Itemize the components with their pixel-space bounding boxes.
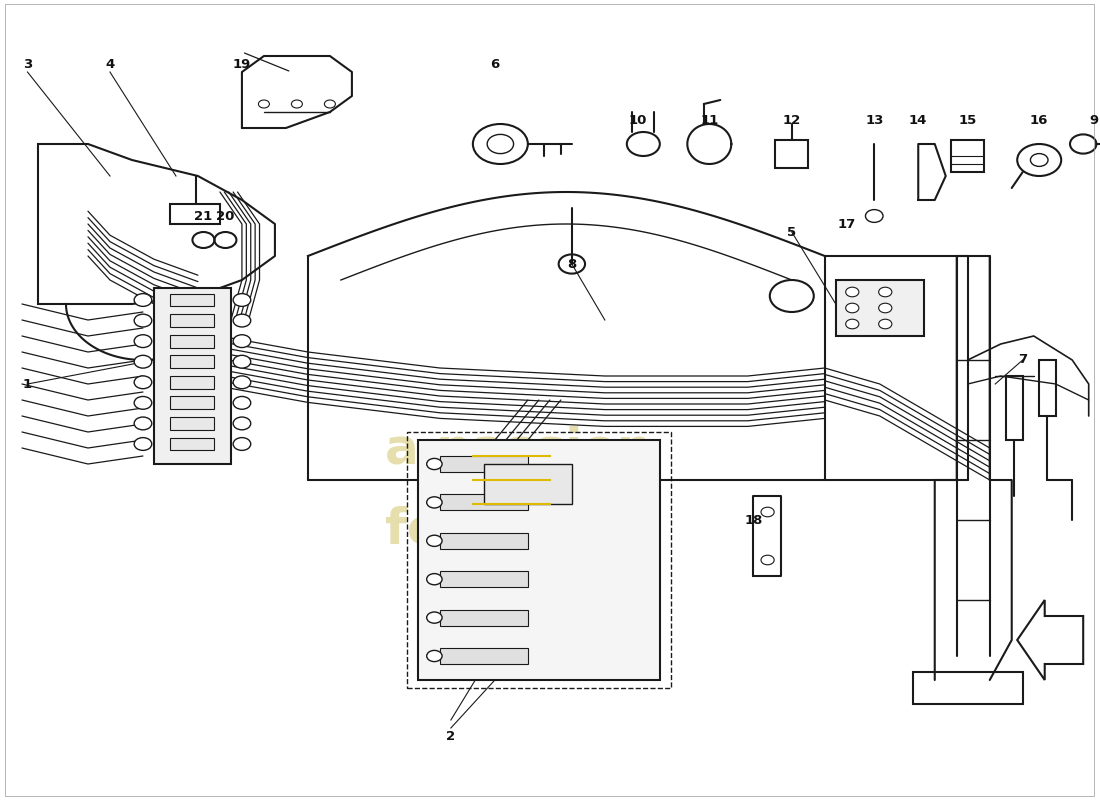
Circle shape: [292, 100, 302, 108]
Circle shape: [134, 397, 152, 410]
Circle shape: [233, 294, 251, 306]
Circle shape: [258, 100, 270, 108]
Text: 18: 18: [744, 514, 762, 526]
Text: 2: 2: [447, 730, 455, 742]
Bar: [836, 280, 924, 336]
Bar: [484, 464, 572, 504]
Circle shape: [134, 355, 152, 368]
Text: 4: 4: [106, 58, 114, 70]
Circle shape: [233, 438, 251, 450]
Text: 12: 12: [783, 114, 801, 126]
Bar: [418, 440, 660, 680]
Circle shape: [846, 303, 859, 313]
Circle shape: [761, 555, 774, 565]
Text: 10: 10: [628, 114, 647, 126]
Bar: [170, 294, 214, 306]
Text: a passion: a passion: [385, 426, 652, 474]
Text: 3: 3: [23, 58, 32, 70]
Circle shape: [879, 303, 892, 313]
Circle shape: [324, 100, 336, 108]
Circle shape: [134, 438, 152, 450]
Text: 7: 7: [1019, 354, 1027, 366]
Text: 8: 8: [568, 258, 576, 270]
Bar: [440, 571, 528, 587]
Circle shape: [233, 355, 251, 368]
Bar: [952, 140, 984, 172]
Text: 20: 20: [217, 210, 234, 222]
Circle shape: [761, 507, 774, 517]
Text: 9: 9: [1090, 114, 1099, 126]
Circle shape: [846, 319, 859, 329]
Bar: [776, 140, 808, 168]
Circle shape: [233, 376, 251, 389]
Circle shape: [879, 319, 892, 329]
Bar: [407, 432, 671, 688]
Text: 1: 1: [23, 378, 32, 390]
Circle shape: [427, 458, 442, 470]
Bar: [170, 334, 214, 347]
Circle shape: [134, 376, 152, 389]
Bar: [170, 397, 214, 410]
Bar: [1006, 376, 1023, 440]
Text: 5: 5: [788, 226, 796, 238]
Circle shape: [233, 334, 251, 347]
Text: 15: 15: [958, 114, 977, 126]
Bar: [170, 355, 214, 368]
Bar: [440, 648, 528, 664]
Text: 19: 19: [233, 58, 251, 70]
Circle shape: [846, 287, 859, 297]
Bar: [154, 288, 231, 464]
Circle shape: [427, 574, 442, 585]
Bar: [440, 456, 528, 472]
Circle shape: [134, 334, 152, 347]
Circle shape: [233, 397, 251, 410]
Bar: [170, 204, 220, 224]
Circle shape: [233, 314, 251, 327]
Bar: [440, 494, 528, 510]
Circle shape: [427, 497, 442, 508]
Bar: [1040, 360, 1056, 416]
Circle shape: [427, 535, 442, 546]
Bar: [440, 610, 528, 626]
Text: for parts: for parts: [385, 506, 631, 554]
Bar: [170, 376, 214, 389]
Circle shape: [879, 287, 892, 297]
Bar: [170, 417, 214, 430]
Bar: [440, 533, 528, 549]
Circle shape: [233, 417, 251, 430]
Text: 11: 11: [701, 114, 718, 126]
Text: 6: 6: [491, 58, 499, 70]
Bar: [170, 314, 214, 327]
Text: 14: 14: [909, 114, 927, 126]
Bar: [170, 438, 214, 450]
Circle shape: [427, 650, 442, 662]
Text: 16: 16: [1030, 114, 1048, 126]
FancyArrow shape: [1018, 600, 1084, 680]
Circle shape: [134, 314, 152, 327]
Circle shape: [134, 417, 152, 430]
Text: 13: 13: [865, 114, 883, 126]
Circle shape: [427, 612, 442, 623]
Bar: [913, 672, 1023, 704]
Text: 17: 17: [837, 218, 856, 230]
Text: 21: 21: [195, 210, 212, 222]
Circle shape: [134, 294, 152, 306]
